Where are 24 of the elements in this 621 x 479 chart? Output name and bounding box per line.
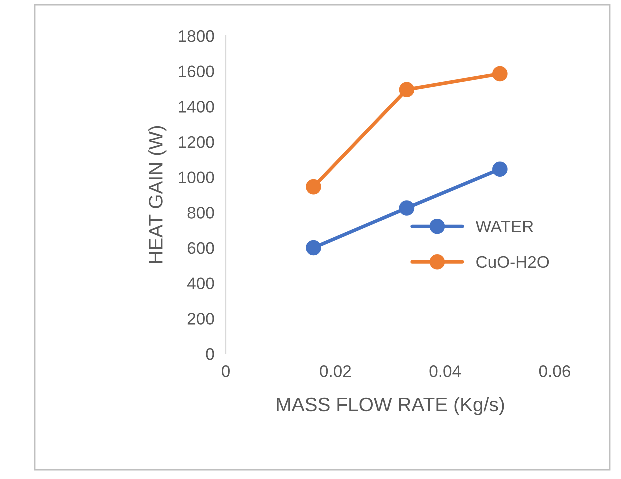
x-tick-label: 0 [222,366,230,378]
y-axis-title: HEAT GAIN (W) [148,126,167,264]
point [306,179,322,195]
y-tick-label: 0 [206,348,214,360]
x-axis-title: MASS FLOW RATE (Kg/s) [277,397,504,416]
y-tick-label: 1800 [179,30,214,42]
y-tick-label: 1400 [179,101,214,113]
x-tick-label: 0.06 [539,366,570,378]
point [492,162,508,178]
y-tick-label: 600 [188,242,214,254]
y-tick-label: 1600 [179,66,214,78]
y-tick-label: 200 [188,313,214,325]
y-tick-label: 400 [187,278,214,290]
point [492,66,508,82]
x-tick-label: 0.04 [430,366,462,378]
y-tick-label: 1000 [179,172,214,184]
point [399,82,415,98]
legend-label: CuO-H2O [476,256,550,268]
x-tick-label: 0.02 [320,366,352,378]
y-tick-label: 800 [188,207,214,219]
legend-label: WATER [476,220,534,232]
point [306,240,322,256]
y-tick-label: 1200 [179,136,214,148]
point [399,200,415,216]
